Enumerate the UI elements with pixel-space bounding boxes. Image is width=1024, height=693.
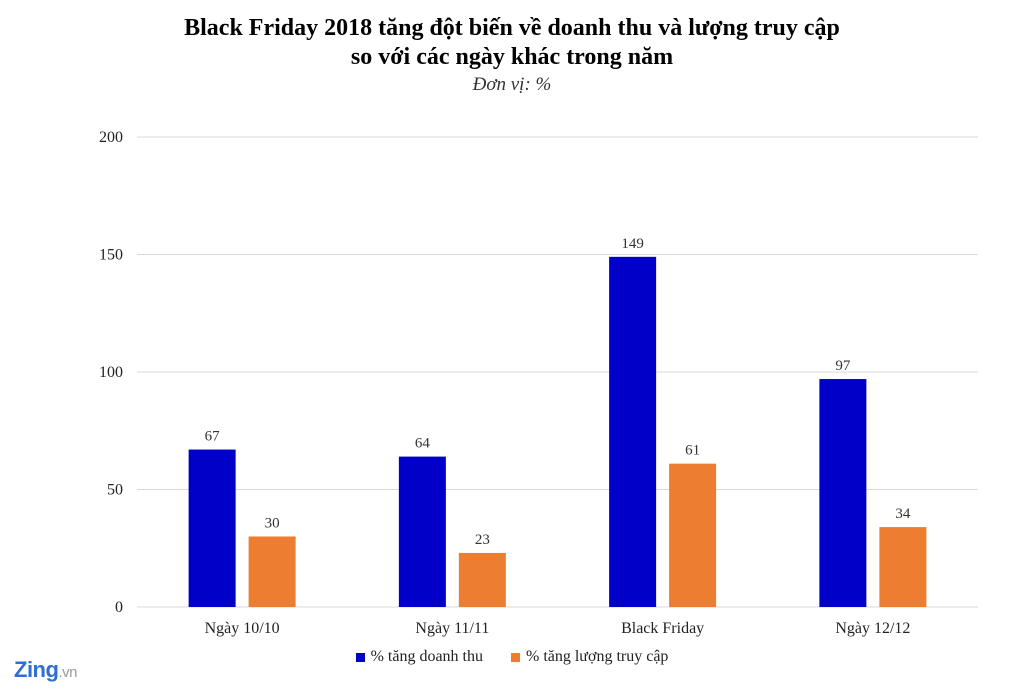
data-label: 34 <box>895 506 911 522</box>
chart-title-line2: so với các ngày khác trong năm <box>350 44 674 70</box>
zing-logo: Zing.vn <box>14 657 77 683</box>
logo-suffix: .vn <box>58 664 77 681</box>
y-tick-label: 150 <box>99 247 123 264</box>
chart-subtitle: Đơn vị: % <box>472 74 552 95</box>
legend-label-revenue: % tăng doanh thu <box>370 648 483 665</box>
x-tick-label: Black Friday <box>621 620 704 637</box>
data-label: 97 <box>835 358 851 374</box>
bar-traffic <box>458 552 506 607</box>
y-tick-label: 200 <box>99 129 123 146</box>
x-tick-label: Ngày 12/12 <box>835 620 910 637</box>
y-tick-label: 0 <box>115 599 123 616</box>
legend-swatch-traffic <box>510 652 520 662</box>
x-tick-label: Ngày 10/10 <box>205 620 280 637</box>
bar-revenue <box>819 379 867 607</box>
bar-revenue <box>609 256 657 607</box>
data-label: 64 <box>415 436 431 452</box>
logo-brand: Zing <box>14 657 59 682</box>
legend-item-revenue: % tăng doanh thu <box>355 648 483 666</box>
data-label: 23 <box>475 532 490 548</box>
data-label: 30 <box>265 516 280 532</box>
legend-item-traffic: % tăng lượng truy cập <box>510 648 669 666</box>
bar-traffic <box>669 463 717 607</box>
y-axis-ticks: 0 50 100 150 200 <box>99 129 123 616</box>
data-labels: 67 30 64 23 149 61 97 34 <box>205 236 911 548</box>
data-label: 149 <box>621 236 644 252</box>
bar-traffic <box>879 527 927 607</box>
bar-revenue <box>398 456 446 607</box>
legend: % tăng doanh thu % tăng lượng truy cập <box>0 648 1024 667</box>
chart-title-line1: Black Friday 2018 tăng đột biến về doanh… <box>184 15 840 41</box>
x-axis-ticks: Ngày 10/10 Ngày 11/11 Black Friday Ngày 12/… <box>205 620 911 637</box>
legend-swatch-revenue <box>355 652 365 662</box>
x-tick-label: Ngày 11/11 <box>415 620 489 637</box>
bar-traffic <box>248 536 296 607</box>
legend-label-traffic: % tăng lượng truy cập <box>525 648 669 665</box>
y-tick-label: 100 <box>99 364 123 381</box>
chart-title: Black Friday 2018 tăng đột biến về doanh… <box>0 14 1024 72</box>
y-tick-label: 50 <box>107 482 123 499</box>
bar-revenue <box>188 449 236 607</box>
data-label: 61 <box>685 443 700 459</box>
data-label: 67 <box>205 429 221 445</box>
bars <box>188 256 927 607</box>
